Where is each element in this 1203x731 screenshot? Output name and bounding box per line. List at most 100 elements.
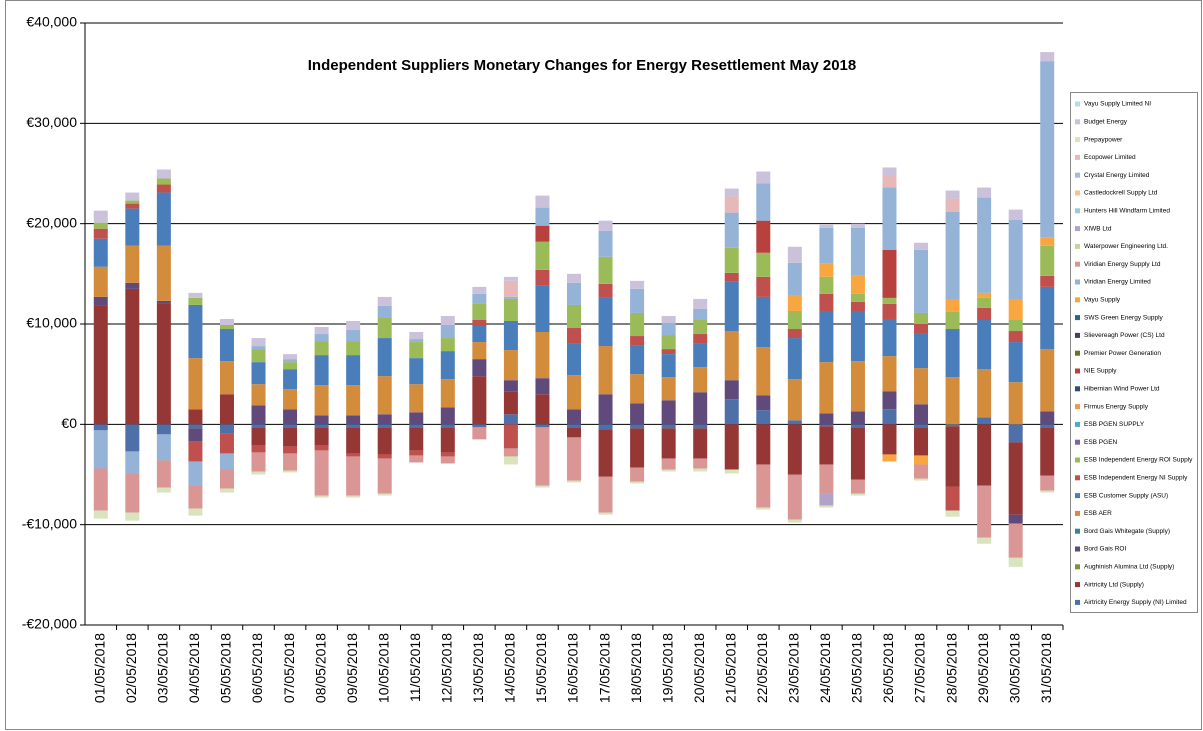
bar-segment (914, 368, 929, 405)
bar-segment (346, 415, 361, 425)
legend-label: Viridian Energy Limited (1084, 279, 1151, 286)
bar-segment (787, 420, 802, 425)
bar-segment (787, 519, 802, 523)
bar-segment (882, 167, 897, 176)
bar-segment (819, 227, 834, 264)
bar-segment (661, 354, 676, 378)
bar-segment (535, 195, 550, 208)
bar-segment (1040, 475, 1055, 491)
legend-label: XIWB Ltd (1084, 225, 1112, 232)
bar-segment (945, 424, 960, 427)
bar-segment (724, 331, 739, 381)
bar-segment (850, 301, 865, 312)
bar-segment (314, 427, 329, 446)
bar-segment (1040, 424, 1055, 428)
legend-swatch (1075, 119, 1080, 125)
bar-segment (93, 424, 108, 431)
x-tick-label: 24/05/2018 (817, 633, 833, 703)
bar-segment (503, 380, 518, 392)
bar-segment (850, 311, 865, 362)
bar-segment (188, 461, 203, 486)
legend-swatch (1075, 297, 1080, 303)
bar-segment (377, 427, 392, 455)
bar-segment (914, 324, 929, 334)
bar-segment (882, 454, 897, 462)
x-tick-label: 10/05/2018 (375, 633, 391, 703)
bar-segment (440, 315, 455, 326)
bar-segment (125, 282, 140, 289)
y-tick-label: -€10,000 (22, 515, 77, 531)
bar-segment (598, 256, 613, 284)
legend-swatch (1075, 564, 1080, 570)
bar-segment (977, 417, 992, 425)
bar-segment (346, 456, 361, 496)
bar-segment (409, 450, 424, 456)
bar-segment (251, 346, 266, 350)
bar-segment (377, 305, 392, 318)
bar-segment (693, 308, 708, 320)
bar-segment (125, 203, 140, 209)
bar-segment (724, 196, 739, 213)
bar-segment (1040, 237, 1055, 246)
bar-segment (945, 377, 960, 425)
x-tick-label: 13/05/2018 (470, 633, 486, 703)
bar-segment (882, 249, 897, 298)
y-tick-label: €10,000 (26, 315, 77, 331)
bar-segment (409, 412, 424, 425)
bar-segment (850, 361, 865, 412)
bar-segment (819, 413, 834, 425)
bar-segment (787, 379, 802, 421)
bar-segment (724, 399, 739, 425)
bar-segment (945, 426, 960, 487)
bar-segment (598, 476, 613, 513)
bar-segment (756, 183, 771, 221)
bar-segment (977, 297, 992, 308)
bar-segment (661, 428, 676, 459)
x-tick-label: 16/05/2018 (565, 633, 581, 703)
bar-segment (724, 212, 739, 248)
bar-segment (630, 481, 645, 484)
bar-segment (535, 269, 550, 286)
bar-segment (251, 349, 266, 363)
bar-segment (724, 424, 739, 470)
x-tick-label: 18/05/2018 (628, 633, 644, 703)
legend-swatch (1075, 439, 1080, 445)
bar-segment (756, 395, 771, 411)
bar-segment (756, 252, 771, 277)
legend-label: Hunters Hill Windfarm Limited (1084, 208, 1170, 215)
bar-segment (787, 262, 802, 296)
bar-segment (567, 304, 581, 329)
legend-swatch (1075, 368, 1080, 374)
bar-segment (1008, 319, 1023, 332)
bar-segment (283, 446, 298, 454)
bar-segment (598, 220, 613, 231)
bar-segment (787, 329, 802, 339)
bar-segment (882, 409, 897, 425)
bar-segment (661, 469, 676, 472)
bar-segment (440, 325, 455, 339)
bar-segment (314, 334, 329, 342)
x-tick-label: 31/05/2018 (1038, 633, 1054, 703)
bar-segment (661, 335, 676, 350)
bar-segment (787, 474, 802, 520)
bar-segment (503, 280, 518, 297)
bar-segment (787, 295, 802, 311)
chart-title: Independent Suppliers Monetary Changes f… (308, 57, 856, 74)
bar-segment (535, 424, 550, 428)
bar-segment (472, 427, 487, 440)
bar-segment (567, 427, 581, 438)
x-tick-label: 14/05/2018 (502, 633, 518, 703)
bar-segment (567, 282, 581, 305)
x-tick-label: 07/05/2018 (281, 633, 297, 703)
bar-segment (1040, 52, 1055, 62)
bar-segment (945, 486, 960, 511)
bar-segment (472, 286, 487, 294)
x-tick-label: 09/05/2018 (344, 633, 360, 703)
bar-segment (977, 369, 992, 418)
bar-segment (409, 427, 424, 451)
x-tick-label: 08/05/2018 (312, 633, 328, 703)
legend-label: Slievereagh Power (CS) Ltd (1084, 332, 1165, 339)
bar-segment (346, 330, 361, 342)
bar-segment (1008, 424, 1023, 443)
legend-label: Prepaypower (1084, 136, 1123, 143)
